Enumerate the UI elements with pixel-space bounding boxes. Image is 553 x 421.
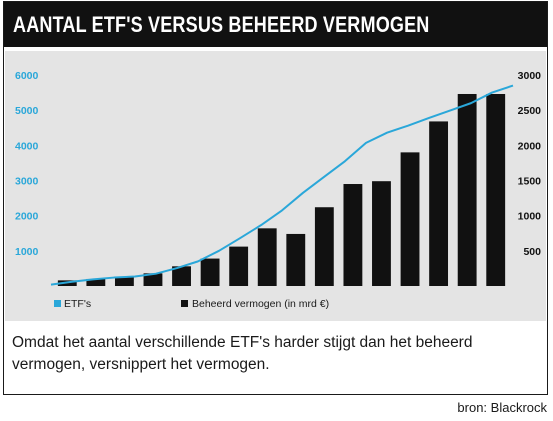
chart: 1000 2000 3000 4000 5000 6000 500 1000 1500 2000 2… [15, 70, 542, 310]
bar [343, 184, 363, 286]
chart-title: AANTAL ETF'S VERSUS BEHEERD VERMOGEN [13, 12, 430, 37]
bar [372, 181, 391, 286]
caption: Omdat het aantal verschillende ETF's har… [12, 334, 473, 373]
bar [200, 258, 220, 286]
bar [429, 121, 449, 286]
legend-label-etf: ETF's [64, 298, 91, 310]
bar [114, 276, 134, 286]
legend-swatch-etf [54, 300, 61, 307]
left-axis-tick-label: 4000 [15, 140, 39, 152]
left-axis-tick-label: 3000 [15, 176, 39, 188]
bar [314, 207, 334, 286]
left-axis-tick-label: 2000 [15, 211, 39, 223]
bar [229, 246, 249, 286]
right-axis-tick-label: 3000 [518, 70, 542, 82]
plot-panel: 1000 2000 3000 4000 5000 6000 500 1000 1500 2000 2… [5, 51, 546, 321]
bar [400, 152, 420, 286]
right-axis-tick-label: 1000 [518, 211, 542, 223]
right-axis-tick-label: 2000 [518, 140, 542, 152]
bar [257, 228, 277, 286]
bar [172, 266, 191, 286]
right-axis-tick-label: 2500 [518, 105, 542, 117]
etf-count-line [50, 84, 514, 286]
bar [286, 233, 306, 286]
legend-swatch-assets [181, 300, 188, 307]
title-bar: AANTAL ETF'S VERSUS BEHEERD VERMOGEN [4, 2, 547, 47]
right-axis-tick-label: 500 [523, 246, 541, 258]
legend-label-assets: Beheerd vermogen (in mrd €) [192, 298, 329, 310]
right-axis-tick-label: 1500 [518, 176, 542, 188]
bar [143, 273, 163, 286]
infographic-frame: AANTAL ETF'S VERSUS BEHEERD VERMOGEN 100… [3, 1, 548, 395]
left-axis-tick-label: 6000 [15, 70, 39, 82]
left-axis-tick-label: 1000 [15, 246, 39, 258]
bar [86, 278, 106, 286]
source-credit: bron: Blackrock [457, 400, 547, 415]
bar [457, 93, 477, 286]
bar [486, 93, 506, 286]
left-axis-tick-label: 5000 [15, 105, 39, 117]
